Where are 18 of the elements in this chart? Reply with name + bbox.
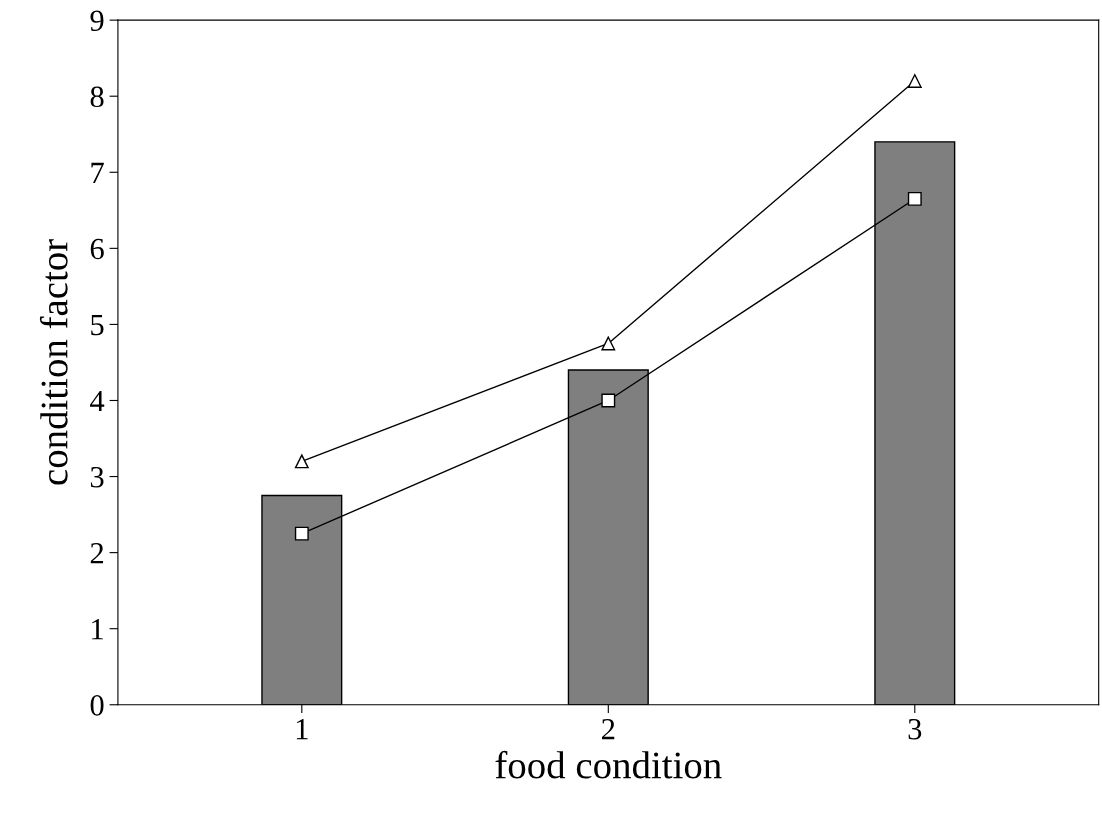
x-tick-label: 1	[296, 718, 308, 740]
y-tick-label: 8	[90, 86, 104, 108]
y-tick-label: 9	[90, 10, 104, 32]
y-tick-label: 5	[91, 315, 104, 336]
y-tick-label: 0	[90, 695, 104, 716]
y-tick-label: 7	[91, 162, 104, 183]
y-tick-label: 2	[90, 542, 104, 564]
point	[294, 526, 309, 541]
point	[601, 393, 616, 408]
y-tick-label: 1	[92, 619, 103, 640]
x-axis-title: food condition	[495, 750, 722, 779]
point	[907, 191, 922, 206]
y-axis-title: condition factor	[39, 239, 68, 485]
x-tick-label: 2	[602, 718, 615, 740]
y-tick-label: 4	[90, 390, 105, 412]
y-tick-label: 6	[90, 238, 104, 260]
x-tick-label: 3	[908, 718, 922, 740]
y-tick-label: 3	[90, 466, 104, 488]
